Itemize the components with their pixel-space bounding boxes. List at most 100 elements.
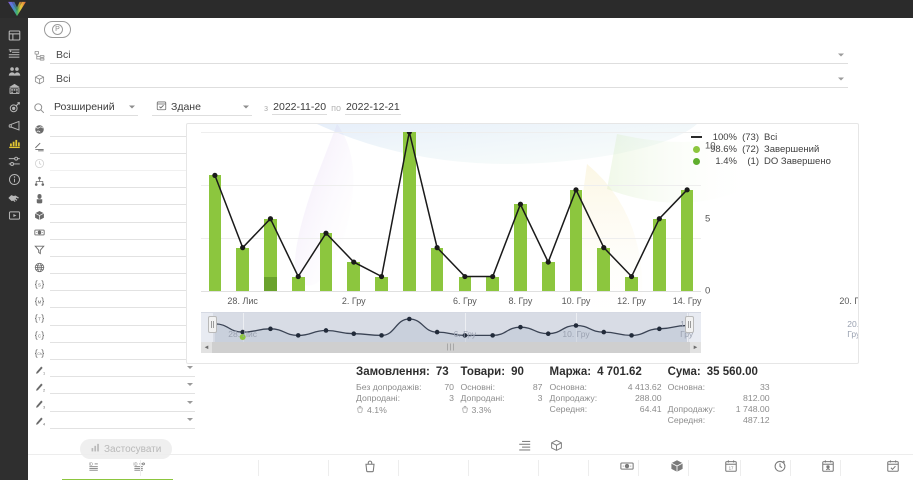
- chart-bar[interactable]: [375, 276, 388, 291]
- chart-point[interactable]: [462, 273, 468, 280]
- chart-point[interactable]: [517, 201, 524, 207]
- scroll-right-button[interactable]: ►: [690, 342, 701, 353]
- chart-bar[interactable]: [319, 233, 333, 291]
- filter-input[interactable]: [50, 380, 195, 395]
- chart-point[interactable]: [628, 273, 635, 280]
- filter-input[interactable]: [50, 329, 195, 343]
- filter-input[interactable]: [50, 312, 195, 326]
- chart-bar[interactable]: [652, 218, 666, 291]
- chart-bar[interactable]: [291, 276, 305, 291]
- navigator-right-handle[interactable]: [685, 316, 694, 333]
- bottom-tab-calendar[interactable]: 17: [694, 454, 768, 480]
- chart-bar[interactable]: [236, 247, 250, 291]
- filter-input[interactable]: [50, 415, 195, 429]
- filter-input[interactable]: [50, 243, 195, 257]
- scroll-left-button[interactable]: ◄: [201, 342, 212, 353]
- chart-point[interactable]: [323, 230, 329, 236]
- chevron-down-icon[interactable]: [838, 77, 844, 80]
- chevron-down-icon[interactable]: [243, 105, 249, 109]
- sidebar-item-list[interactable]: [0, 44, 28, 62]
- filter-field-org[interactable]: Всі: [28, 46, 848, 64]
- legend-item[interactable]: 1.4% (1) DO Завершено: [688, 155, 848, 167]
- filter-row-brace-ch[interactable]: Ch: [28, 344, 203, 361]
- chart-point[interactable]: [406, 132, 412, 135]
- filter-input[interactable]: [50, 398, 195, 412]
- filter-field-product-box[interactable]: Всі: [50, 71, 848, 88]
- navigator-left-handle[interactable]: [208, 316, 217, 333]
- search-status-select[interactable]: Здане: [152, 100, 252, 116]
- sidebar-item-settings[interactable]: [0, 152, 28, 170]
- filter-row-globe[interactable]: [28, 121, 203, 138]
- chart-bar[interactable]: [347, 262, 361, 291]
- filter-row-package[interactable]: [28, 207, 203, 224]
- sidebar-item-marketing[interactable]: [0, 116, 28, 134]
- chart-point[interactable]: [351, 259, 357, 265]
- prism-logo-icon[interactable]: [4, 0, 30, 18]
- bottom-tab-calendar-user[interactable]: [791, 454, 865, 480]
- chevron-down-icon[interactable]: [187, 366, 193, 370]
- navigator-selection-mask[interactable]: [213, 313, 689, 343]
- chart-bar[interactable]: [402, 132, 416, 291]
- chart-bar[interactable]: [625, 276, 638, 291]
- chevron-down-icon[interactable]: [129, 105, 135, 109]
- bottom-tab-package[interactable]: [640, 454, 714, 480]
- sidebar-item-people[interactable]: [0, 62, 28, 80]
- chevron-down-icon[interactable]: [187, 383, 193, 387]
- chart-point[interactable]: [295, 273, 301, 280]
- filter-field-org-box[interactable]: Всі: [50, 47, 848, 64]
- chart-point[interactable]: [573, 187, 579, 193]
- filter-row-brace-c[interactable]: C: [28, 327, 203, 344]
- filter-row-money[interactable]: [28, 224, 203, 241]
- filter-row-brace-t[interactable]: T: [28, 310, 203, 327]
- chart-point[interactable]: [490, 273, 496, 280]
- sidebar-item-organization[interactable]: [0, 80, 28, 98]
- chart-bar[interactable]: [597, 247, 611, 291]
- chart-point[interactable]: [240, 245, 246, 251]
- sidebar-item-reports[interactable]: [0, 134, 28, 152]
- date-from-input[interactable]: 2022-11-20: [272, 100, 328, 115]
- filter-field-product[interactable]: Всі: [28, 70, 848, 88]
- chart-point[interactable]: [545, 259, 551, 265]
- bottom-tab-money[interactable]: [590, 454, 664, 480]
- date-to-input[interactable]: 2022-12-21: [344, 100, 401, 115]
- chart-point[interactable]: [434, 245, 440, 251]
- filter-input[interactable]: [50, 209, 195, 223]
- scroll-grip[interactable]: |||: [446, 344, 456, 351]
- filter-input[interactable]: [50, 191, 195, 206]
- box-view-icon[interactable]: [550, 439, 563, 455]
- filter-row-funnel[interactable]: [28, 241, 203, 258]
- sidebar-item-video[interactable]: [0, 206, 28, 224]
- bottom-tab-id-list[interactable]: ID: [58, 454, 132, 480]
- chevron-down-icon[interactable]: [187, 417, 193, 421]
- filter-row-hierarchy[interactable]: [28, 173, 203, 190]
- search-mode-select[interactable]: Розширений: [50, 100, 138, 116]
- legend-item[interactable]: 100% (73) Всі: [688, 131, 848, 143]
- filter-row-pen-3[interactable]: 3: [28, 396, 203, 413]
- chart-bar[interactable]: [541, 262, 555, 291]
- chart-bar[interactable]: [208, 175, 222, 291]
- filter-row-pen-2[interactable]: 2: [28, 379, 203, 396]
- sidebar-item-deals[interactable]: [0, 188, 28, 206]
- chart-point[interactable]: [601, 245, 607, 251]
- filter-input[interactable]: [50, 140, 195, 154]
- filter-row-user[interactable]: [28, 190, 203, 207]
- chart-point[interactable]: [378, 273, 385, 280]
- chart-point[interactable]: [267, 216, 274, 222]
- filter-input[interactable]: [50, 346, 195, 361]
- filter-input[interactable]: [50, 363, 195, 378]
- sidebar-item-info[interactable]: [0, 170, 28, 188]
- filter-row-globe-grid[interactable]: [28, 259, 203, 276]
- chart-bar[interactable]: [264, 218, 277, 291]
- list-view-icon[interactable]: [518, 439, 531, 455]
- bottom-tab-calendar-check[interactable]: [856, 454, 913, 480]
- chart-bar[interactable]: [430, 247, 444, 291]
- sidebar-item-dashboard[interactable]: [0, 26, 28, 44]
- play-mode-button[interactable]: P: [44, 21, 71, 38]
- chart-bar[interactable]: [569, 189, 583, 291]
- chart-scrollbar[interactable]: ◄ ||| ►: [201, 342, 701, 353]
- filter-input[interactable]: [50, 277, 195, 292]
- chart-point[interactable]: [684, 187, 690, 193]
- filter-input[interactable]: [50, 260, 195, 275]
- chart-bar[interactable]: [680, 189, 694, 291]
